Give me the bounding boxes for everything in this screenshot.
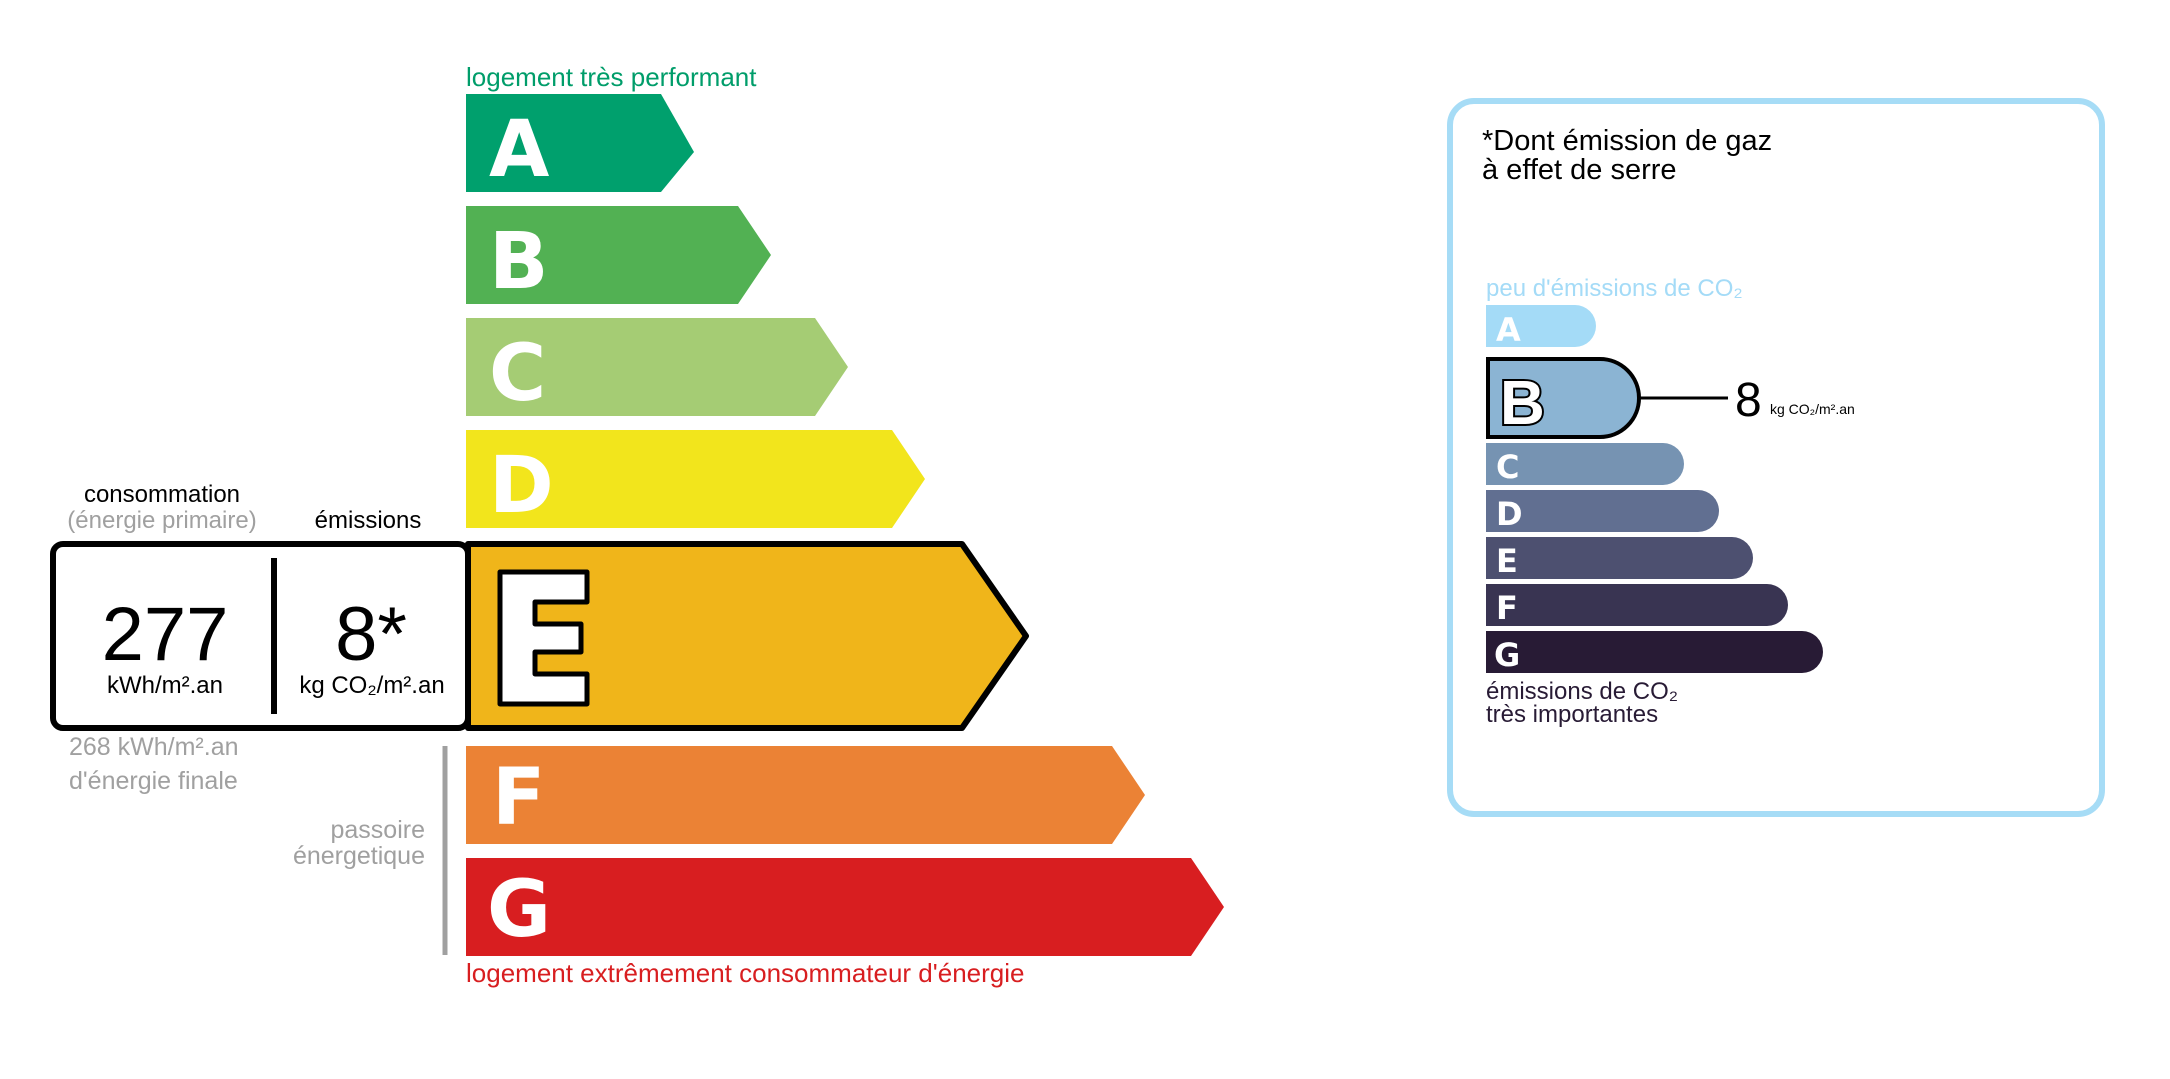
- ghg-bar-a: [1486, 305, 1596, 347]
- ghg-value: 8: [1735, 374, 1762, 427]
- ghg-letter-c: C: [1496, 448, 1519, 486]
- energy-bar-b: [466, 206, 771, 304]
- energy-bar-d: [466, 430, 925, 528]
- energy-letter-f: F: [492, 753, 545, 843]
- final-energy-label: d'énergie finale: [69, 767, 238, 795]
- ghg-letter-g: G: [1494, 636, 1520, 674]
- energy-bar-e-current: [465, 541, 1029, 731]
- ghg-bar-d: [1486, 490, 1719, 532]
- passoire-label-2: énergetique: [293, 842, 425, 870]
- ghg-letter-d: D: [1496, 495, 1523, 533]
- ghg-letter-e: E: [1496, 542, 1518, 580]
- bottom-caption: logement extrêmement consommateur d'éner…: [466, 958, 1024, 988]
- ghg-bottom-caption-2: très importantes: [1486, 701, 1658, 728]
- emissions-unit: kg CO₂/m².an: [299, 672, 444, 699]
- energy-letter-c: C: [489, 329, 546, 419]
- ghg-unit: kg CO₂/m².an: [1770, 401, 1855, 417]
- energy-letter-g: G: [487, 865, 551, 955]
- energy-bar-f: [466, 746, 1145, 844]
- ghg-bar-c: [1486, 443, 1684, 485]
- consumption-label: consommation: [84, 481, 240, 508]
- ghg-bottom-caption-1: émissions de CO₂: [1486, 678, 1678, 705]
- energy-letter-a: A: [489, 105, 549, 195]
- emissions-label: émissions: [315, 507, 422, 534]
- ghg-bar-g: [1486, 631, 1823, 673]
- ghg-letter-a: A: [1496, 311, 1521, 349]
- ghg-top-caption: peu d'émissions de CO₂: [1486, 275, 1743, 302]
- emissions-value: 8*: [335, 592, 407, 677]
- consumption-unit: kWh/m².an: [107, 672, 223, 699]
- energy-letter-b: B: [489, 217, 548, 307]
- consumption-sublabel: (énergie primaire): [67, 507, 256, 534]
- consumption-value: 277: [102, 592, 229, 677]
- energy-bar-a: [466, 94, 694, 192]
- ghg-bar-f: [1486, 584, 1788, 626]
- ghg-letter-b: B: [1500, 369, 1545, 438]
- top-caption: logement très performant: [466, 62, 757, 92]
- ghg-letter-f: F: [1496, 589, 1518, 627]
- ghg-bar-e: [1486, 537, 1753, 579]
- final-energy-value: 268 kWh/m².an: [69, 733, 239, 761]
- ghg-title-line-2: à effet de serre: [1482, 154, 1677, 186]
- energy-bar-c: [466, 318, 848, 416]
- energy-letter-e-outline: [497, 569, 590, 707]
- energy-letter-d: D: [489, 441, 554, 531]
- passoire-label-1: passoire: [331, 816, 426, 844]
- ghg-title-line-1: *Dont émission de gaz: [1482, 125, 1772, 157]
- energy-bar-g: [466, 858, 1224, 956]
- ghg-bar-b-current: [1486, 357, 1641, 439]
